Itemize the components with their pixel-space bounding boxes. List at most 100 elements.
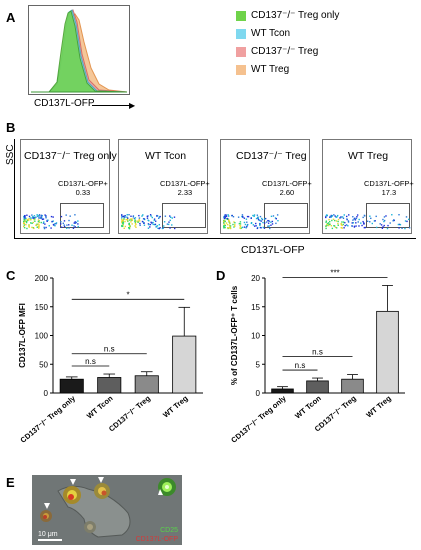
flow-dot — [24, 220, 26, 223]
flow-dot — [336, 214, 339, 217]
flow-dot — [77, 223, 79, 225]
flow-dot — [50, 227, 52, 229]
flow-dot — [259, 226, 262, 229]
flow-dot — [158, 223, 161, 226]
flow-dot — [245, 227, 247, 229]
flow-dot — [383, 219, 386, 222]
flow-dot — [31, 214, 33, 216]
flow-dot — [333, 214, 335, 216]
flow-dot — [166, 223, 169, 225]
flow-dot — [406, 220, 408, 223]
flow-dot — [121, 217, 123, 219]
flow-dot — [385, 215, 387, 217]
flow-dot — [162, 227, 165, 229]
flow-dot — [29, 217, 31, 219]
flow-dot — [229, 227, 232, 230]
gate-value: 2.60 — [279, 188, 295, 197]
flow-dot — [143, 222, 145, 224]
flow-dot — [135, 220, 137, 222]
flow-dot — [121, 219, 124, 222]
flow-dot — [270, 224, 272, 226]
x-tick-label: WT Treg — [364, 393, 393, 419]
flow-dot — [259, 223, 261, 225]
flow-dot — [130, 215, 132, 217]
flow-dot — [130, 219, 133, 221]
flow-dot — [398, 214, 400, 216]
flow-dot — [381, 227, 384, 230]
flow-dot — [149, 226, 151, 228]
flow-dot — [31, 216, 34, 218]
y-tick-label: 5 — [256, 360, 261, 369]
flow-dot — [126, 216, 128, 218]
flow-dot — [256, 227, 259, 230]
flow-dot — [68, 224, 70, 226]
flow-dot — [334, 219, 336, 222]
legend-swatch — [236, 28, 246, 39]
flow-dot — [244, 223, 247, 226]
flow-dot — [73, 225, 75, 227]
flow-dot — [355, 222, 357, 224]
flow-dot — [253, 214, 256, 216]
flow-dot — [264, 217, 267, 220]
flow-dot — [352, 216, 354, 218]
flow-dot — [124, 225, 127, 228]
flow-dot — [225, 214, 227, 216]
legend-swatch — [236, 46, 246, 57]
flow-dot — [135, 223, 137, 226]
gate-box — [366, 203, 410, 228]
flow-dot — [363, 226, 366, 229]
flow-dot — [380, 224, 383, 226]
flow-dot — [44, 214, 46, 216]
flow-dot — [343, 214, 345, 216]
flow-dot — [37, 223, 39, 225]
flow-dot — [141, 220, 144, 223]
flow-dot — [38, 224, 40, 226]
flow-dot — [329, 223, 331, 226]
legend-item-cd137-treg-only: CD137⁻/⁻ Treg only — [236, 10, 339, 21]
flow-dot — [270, 221, 272, 223]
flow-dot — [335, 227, 338, 229]
flow-dot — [155, 225, 158, 228]
flow-dot — [325, 221, 327, 223]
flow-dot — [243, 221, 246, 224]
flow-dot — [375, 215, 377, 218]
flow-dot — [226, 223, 229, 226]
flow-dot — [40, 217, 43, 219]
flow-dot — [399, 223, 402, 226]
flow-dot — [262, 226, 264, 229]
flow-dot — [121, 222, 124, 224]
flow-dot — [127, 217, 129, 219]
flow-dot — [364, 226, 366, 229]
flow-dot — [38, 221, 41, 224]
flow-dot — [253, 215, 255, 218]
flow-dot — [401, 227, 403, 229]
flow-dot — [334, 226, 337, 229]
flow-dot — [43, 226, 45, 229]
y-tick-label: 0 — [44, 389, 49, 398]
flow-dot — [143, 224, 146, 226]
flow-dot — [169, 227, 171, 229]
flow-dot — [336, 216, 338, 218]
flow-dot — [363, 214, 366, 217]
y-tick-label: 200 — [35, 274, 49, 283]
flow-dot — [237, 216, 240, 218]
flow-dot — [223, 226, 225, 228]
histogram-frame — [28, 5, 130, 95]
legend-cd25: CD25 — [160, 527, 178, 534]
flow-dot — [127, 220, 129, 222]
scale-bar-label: 10 μm — [38, 531, 58, 538]
flow-dot — [163, 221, 166, 223]
flow-dot — [36, 226, 38, 228]
flow-dot — [226, 217, 229, 220]
flow-dot — [24, 219, 26, 222]
flow-dot — [346, 218, 348, 220]
flow-dot — [69, 215, 71, 217]
flow-dot — [52, 216, 54, 218]
flow-dot — [241, 214, 244, 216]
flow-dot — [128, 222, 130, 225]
flow-dot — [383, 224, 385, 227]
flow-dot — [55, 222, 58, 224]
flow-dot — [328, 218, 330, 221]
flow-dot — [173, 227, 176, 230]
